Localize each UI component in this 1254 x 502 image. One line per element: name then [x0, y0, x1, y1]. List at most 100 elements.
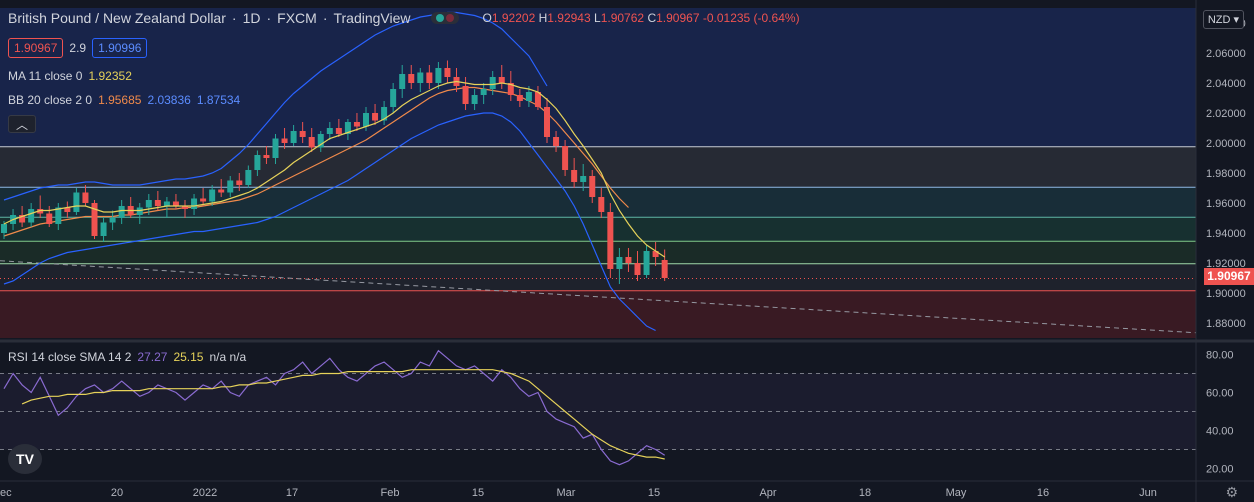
- candle-body: [390, 89, 397, 107]
- candle-body: [308, 137, 315, 148]
- candle-body: [37, 209, 44, 214]
- zone-green: [0, 217, 1196, 242]
- candle-body: [363, 113, 369, 127]
- symbol-title: British Pound / New Zealand Dollar: [8, 10, 226, 26]
- tradingview-logo-icon[interactable]: TV: [8, 444, 42, 474]
- candle-body: [335, 128, 342, 134]
- time-tick-label: Feb: [381, 487, 400, 499]
- rsi-value: 27.27: [137, 350, 168, 364]
- chevron-down-icon: ▾: [1233, 14, 1239, 26]
- candle-body: [109, 218, 116, 223]
- candle-body: [525, 92, 532, 101]
- symbol-legend[interactable]: British Pound / New Zealand Dollar · 1D …: [8, 10, 800, 26]
- candle-body: [227, 180, 234, 193]
- candle-body: [471, 95, 478, 104]
- time-tick-label: Jun: [1139, 487, 1157, 499]
- price-tick-label: 1.92000: [1206, 258, 1246, 270]
- trend-line[interactable]: [0, 260, 1197, 334]
- candle-body: [562, 146, 569, 170]
- moving-average: [3, 80, 666, 258]
- status-dots[interactable]: [430, 12, 459, 24]
- candle-body: [64, 207, 71, 212]
- candle-body: [73, 192, 80, 212]
- candle-body: [444, 68, 451, 77]
- candle-body: [534, 92, 541, 107]
- rsi-tick-label: 80.00: [1206, 350, 1234, 362]
- candle-body: [163, 201, 170, 206]
- rsi-legend[interactable]: RSI 14 close SMA 14 2 27.27 25.15 n/a n/…: [8, 350, 246, 364]
- time-tick-label: ec: [0, 487, 12, 499]
- rsi-tick-label: 60.00: [1206, 388, 1234, 400]
- candle-body: [191, 198, 198, 209]
- candle-body: [182, 206, 188, 209]
- candle-body: [272, 138, 279, 158]
- candle-body: [634, 263, 641, 275]
- bb-mid-line: [3, 86, 629, 237]
- sep: ·: [231, 10, 237, 26]
- candle-body: [118, 206, 125, 218]
- rsi-sma-value: 25.15: [173, 350, 204, 364]
- high-value: 1.92943: [547, 11, 591, 25]
- price-tick-label: 1.94000: [1206, 228, 1246, 240]
- dashed-trendline: [0, 260, 1197, 334]
- candle-body: [136, 207, 143, 215]
- price-tick-label: 2.04000: [1206, 78, 1246, 90]
- collapse-legend-button[interactable]: ︿: [8, 115, 36, 133]
- sep: ·: [322, 10, 328, 26]
- zone-dark: [0, 263, 1196, 291]
- sep: ·: [266, 10, 272, 26]
- candle-body: [571, 170, 578, 182]
- candle-body: [100, 222, 107, 236]
- candle-body: [263, 155, 270, 158]
- candles: [1, 60, 668, 284]
- time-tick-label: 20: [111, 487, 123, 499]
- price-tick-label: 2.00000: [1206, 138, 1246, 150]
- candle-body: [598, 197, 605, 212]
- sell-button[interactable]: 1.90967: [8, 38, 64, 58]
- time-tick-label: 15: [648, 487, 660, 499]
- bb-lower-line: [3, 112, 656, 332]
- candle-body: [28, 209, 35, 223]
- candle-body: [625, 257, 632, 263]
- open-value: 1.92202: [491, 11, 536, 25]
- time-tick-label: Apr: [759, 487, 776, 499]
- buy-button[interactable]: 1.90996: [92, 38, 148, 58]
- candle-body: [154, 200, 161, 206]
- rsi-pane: [0, 349, 1196, 466]
- candle-body: [462, 86, 469, 104]
- gear-icon[interactable]: ⚙: [1225, 484, 1238, 500]
- candle-body: [381, 107, 388, 121]
- trade-buttons: 1.90967 2.9 1.90996: [8, 38, 148, 58]
- ma-value: 1.92352: [88, 69, 132, 83]
- status-dot-open: [435, 14, 444, 22]
- candle-body: [372, 113, 379, 121]
- zone-blue: [0, 8, 1196, 147]
- candle-body: [661, 260, 668, 278]
- candle-body: [616, 257, 623, 269]
- rsi-sma-line: [21, 369, 665, 460]
- candle-body: [426, 72, 433, 83]
- candle-body: [417, 72, 424, 83]
- price-tick-label: 1.90000: [1206, 288, 1246, 300]
- price-tick-label: 2.02000: [1206, 108, 1246, 120]
- last-price-tag: 1.90967: [1204, 268, 1254, 285]
- rsi-line: [3, 349, 666, 466]
- currency-selector[interactable]: NZD ▾: [1202, 10, 1244, 29]
- candle-body: [435, 68, 442, 83]
- time-tick-label: 2022: [193, 487, 217, 499]
- candle-body: [553, 137, 560, 146]
- bb-legend[interactable]: BB 20 close 2 0 1.95685 2.03836 1.87534: [8, 93, 240, 107]
- time-tick-label: May: [946, 487, 967, 499]
- open-label: O: [482, 11, 492, 25]
- rsi-tick-label: 40.00: [1206, 426, 1234, 438]
- ma-legend[interactable]: MA 11 close 0 1.92352: [8, 69, 132, 83]
- price-zones: [0, 8, 1196, 338]
- candle-body: [245, 170, 252, 185]
- candle-body: [55, 207, 62, 224]
- price-tick-label: 1.96000: [1206, 198, 1246, 210]
- candle-body: [91, 203, 98, 236]
- candle-body: [145, 200, 152, 208]
- price-tick-label: 1.98000: [1206, 168, 1246, 180]
